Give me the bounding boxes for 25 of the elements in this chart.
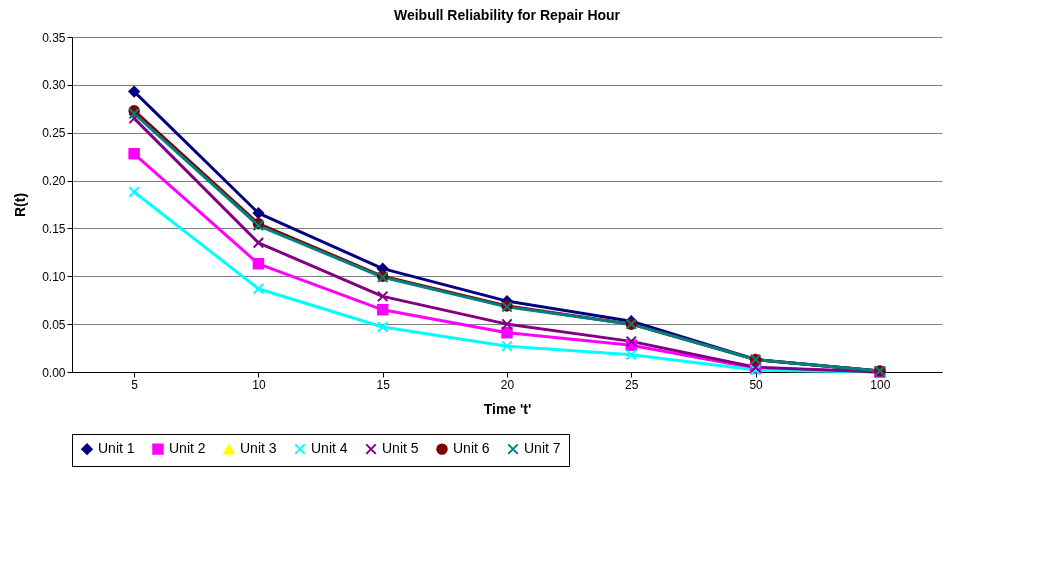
chart-title: Weibull Reliability for Repair Hour [393, 7, 621, 23]
legend-label: Unit 6 [453, 440, 490, 457]
legend-label: Unit 3 [240, 440, 277, 457]
x-tick-label: 15 [376, 377, 391, 392]
y-tick-label: 0.05 [42, 317, 66, 332]
legend-label: Unit 7 [524, 440, 561, 457]
y-tick-label: 0.35 [42, 30, 66, 45]
legend-label: Unit 4 [311, 440, 348, 457]
legend-label: Unit 1 [98, 440, 135, 457]
y-tick-label: 0.30 [42, 78, 66, 93]
x-tick-label: 100 [870, 377, 891, 392]
x-axis-title: Time 't' [483, 400, 532, 417]
y-tick-label: 0.25 [42, 126, 66, 141]
x-tick-label: 50 [749, 377, 764, 392]
y-tick-label: 0.20 [42, 174, 66, 189]
x-tick-label: 5 [131, 377, 139, 392]
legend-label: Unit 2 [169, 440, 206, 457]
legend-label: Unit 5 [382, 440, 419, 457]
x-tick-label: 10 [252, 377, 266, 392]
y-tick-label: 0.00 [42, 365, 66, 380]
y-axis-title: R(t) [12, 192, 29, 218]
x-tick-label: 20 [500, 377, 515, 392]
y-tick-label: 0.10 [42, 269, 66, 284]
x-tick-label: 25 [625, 377, 639, 392]
y-tick-label: 0.15 [42, 221, 66, 236]
